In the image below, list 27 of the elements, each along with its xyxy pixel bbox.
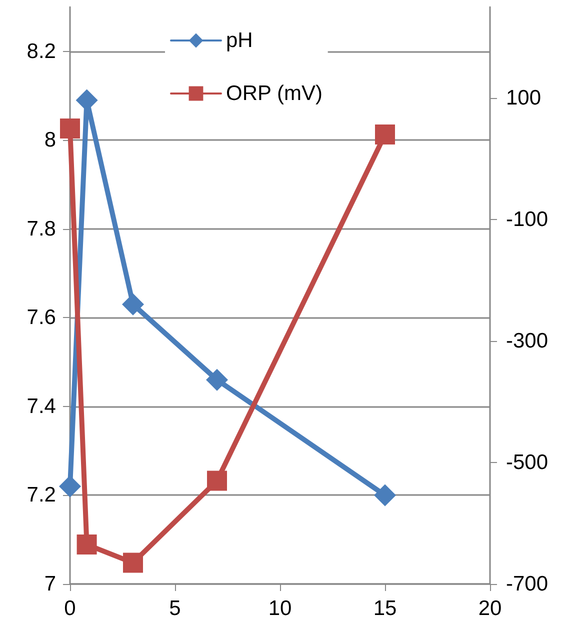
- point: [375, 124, 395, 145]
- y-tick-label: 7: [44, 572, 56, 596]
- y-tick-label: 7.8: [26, 217, 56, 240]
- x-tick-label: 15: [373, 597, 397, 620]
- legend-label: ORP (mV): [226, 82, 322, 105]
- point: [374, 484, 396, 506]
- point: [207, 470, 227, 491]
- x-tick-label: 0: [64, 597, 76, 620]
- x-tick-label: 10: [268, 597, 292, 620]
- point: [76, 534, 97, 555]
- legend-label: pH: [226, 29, 253, 52]
- y2-tick-label: -500: [506, 451, 548, 474]
- x-tick-label: 5: [169, 597, 181, 620]
- y-tick-label: 7.4: [26, 394, 56, 418]
- y-tick-label: 8: [44, 128, 56, 152]
- point: [123, 552, 143, 573]
- y-tick-label: 8.2: [26, 40, 56, 63]
- x-tick-label: 20: [478, 597, 502, 620]
- y2-tick-label: 100: [506, 86, 542, 110]
- point: [122, 293, 144, 316]
- point: [60, 118, 80, 138]
- y-tick-label: 7.2: [26, 484, 56, 507]
- y2-tick-label: -700: [506, 572, 548, 596]
- y2-tick-label: -100: [506, 208, 548, 232]
- y2-tick-label: -300: [506, 330, 548, 353]
- point: [206, 368, 228, 391]
- y-tick-label: 7.6: [26, 306, 56, 330]
